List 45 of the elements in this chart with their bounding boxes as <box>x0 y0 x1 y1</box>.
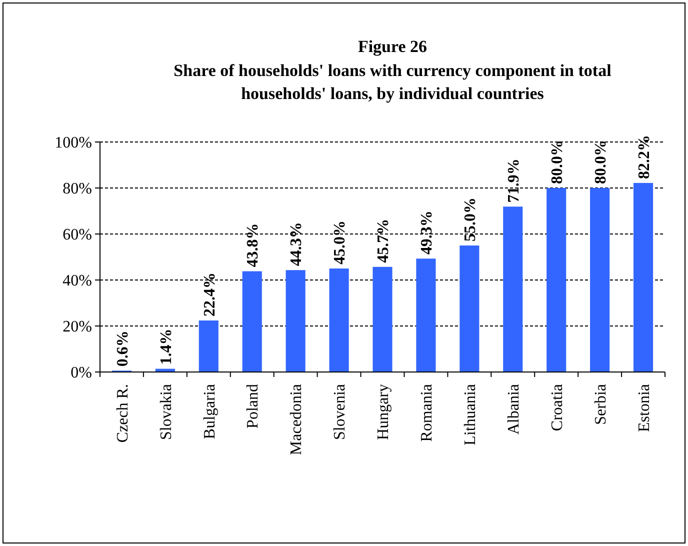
data-label: 82.2% <box>636 134 653 179</box>
x-tick-label: Bulgaria <box>201 384 218 440</box>
chart-subtitle: Share of households' loans with currency component in total households' loans, by individual countries <box>174 61 612 103</box>
data-label: 55.0% <box>462 198 480 242</box>
bar <box>198 320 218 372</box>
x-tick-label: Albania <box>505 384 522 435</box>
data-label: 43.8% <box>244 223 262 268</box>
y-tick-label: 60% <box>62 226 92 244</box>
data-label: 45.0% <box>332 220 349 264</box>
bar <box>372 266 392 372</box>
data-label: 45.7% <box>375 218 392 263</box>
bar <box>590 188 610 372</box>
x-tick-label: Serbia <box>592 384 610 425</box>
y-tick-label: 40% <box>62 272 92 290</box>
data-label: 71.9% <box>505 158 522 203</box>
y-tick-label: 20% <box>62 318 92 336</box>
data-label: 1.4% <box>158 328 175 365</box>
x-tick-label: Czech R. <box>114 384 132 443</box>
data-label: 44.3% <box>288 222 306 266</box>
x-tick-label: Macedonia <box>288 384 306 456</box>
x-tick-label: Estonia <box>636 384 653 432</box>
bar <box>633 182 654 372</box>
bar <box>460 246 480 372</box>
x-tick-label: Hungary <box>375 384 392 440</box>
y-tick-label: 80% <box>62 180 92 198</box>
bar <box>416 258 436 372</box>
data-label: 80.0% <box>592 140 610 184</box>
chart-title: Figure 26 <box>358 37 428 56</box>
y-tick-label: 100% <box>54 134 92 152</box>
data-label: 0.6% <box>114 330 132 367</box>
y-tick-label: 0% <box>70 364 92 382</box>
data-label: 22.4% <box>201 272 218 316</box>
bar <box>286 270 306 372</box>
x-tick-label: Romania <box>418 384 436 442</box>
x-tick-label: Slovakia <box>158 384 175 440</box>
x-tick-label: Slovenia <box>332 384 349 440</box>
bar <box>329 268 349 372</box>
x-tick-label: Croatia <box>548 384 566 432</box>
bar <box>503 206 523 372</box>
bar <box>546 188 566 372</box>
x-tick-label: Poland <box>244 384 262 428</box>
data-label: 49.3% <box>418 210 436 255</box>
x-tick-label: Lithuania <box>462 384 480 446</box>
bar <box>242 271 262 372</box>
data-label: 80.0% <box>548 140 566 184</box>
